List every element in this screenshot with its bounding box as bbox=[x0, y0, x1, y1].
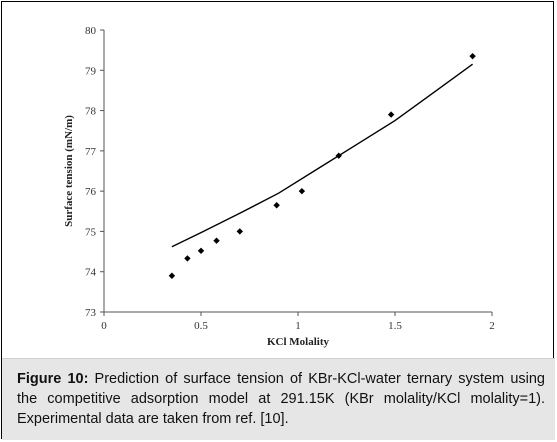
x-tick-label: 1 bbox=[295, 320, 301, 332]
y-tick-label: 76 bbox=[85, 186, 97, 198]
y-tick-label: 78 bbox=[85, 106, 97, 118]
data-point-marker bbox=[298, 187, 306, 195]
caption-label: Figure 10: bbox=[17, 371, 89, 387]
x-tick-label: 0.5 bbox=[194, 320, 208, 332]
y-tick-label: 77 bbox=[85, 146, 97, 158]
axes bbox=[103, 30, 492, 313]
model-line-layer bbox=[171, 63, 474, 248]
figure-caption: Figure 10: Prediction of surface tension… bbox=[2, 358, 555, 440]
x-tick-label: 0 bbox=[101, 320, 107, 332]
data-point-marker bbox=[213, 237, 220, 244]
model-prediction-line bbox=[171, 63, 474, 248]
x-tick-label: 1.5 bbox=[388, 320, 402, 332]
data-point-marker bbox=[197, 247, 205, 254]
chart: 73 74 75 76 77 78 79 80 0 0.5 1 1.5 2 KCl Molality S… bbox=[63, 25, 495, 348]
data-point-marker bbox=[387, 111, 395, 118]
data-point-marker bbox=[469, 52, 476, 60]
data-point-marker bbox=[168, 272, 176, 279]
caption-text: Prediction of surface tension of KBr-KCl… bbox=[17, 371, 545, 427]
y-tick-label: 74 bbox=[85, 267, 97, 279]
y-tick-label: 80 bbox=[85, 25, 97, 37]
x-tick-label: 2 bbox=[489, 320, 495, 332]
tick-labels: 73 74 75 76 77 78 79 80 0 0.5 1 1.5 2 bbox=[85, 25, 495, 332]
y-axis-label: Surface tension (mN/m) bbox=[63, 115, 75, 227]
y-tick-label: 79 bbox=[85, 65, 97, 77]
data-point-marker bbox=[184, 255, 191, 262]
data-point-marker bbox=[273, 202, 280, 209]
experimental-points-layer bbox=[168, 52, 476, 279]
y-tick-label: 73 bbox=[85, 307, 97, 319]
y-tick-label: 75 bbox=[85, 226, 97, 238]
x-axis-label: KCl Molality bbox=[267, 336, 330, 348]
data-point-marker bbox=[335, 152, 342, 159]
data-point-marker bbox=[236, 228, 243, 235]
